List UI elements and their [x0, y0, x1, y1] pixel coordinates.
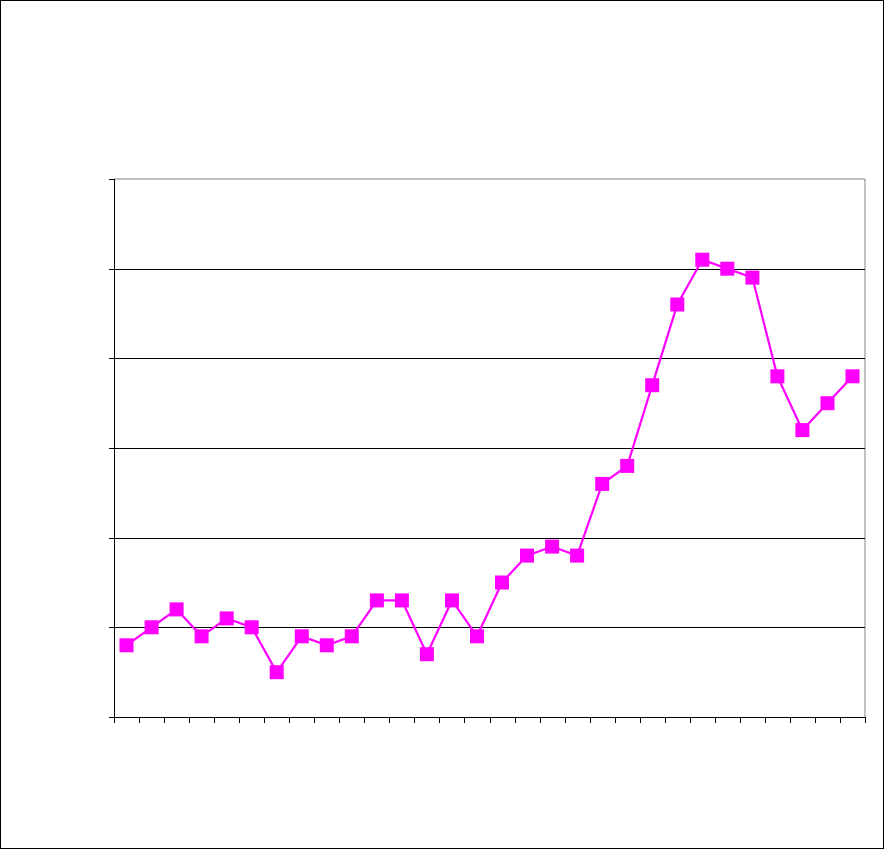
data-point-27 [770, 369, 785, 384]
data-point-30 [845, 369, 860, 384]
data-point-11 [369, 593, 384, 608]
data-point-2 [144, 620, 159, 635]
data-point-22 [645, 378, 660, 393]
data-point-16 [495, 575, 509, 590]
series-lines [125, 258, 854, 674]
data-point-18 [545, 539, 560, 554]
data-point-4 [194, 629, 209, 644]
x-axis [114, 717, 866, 723]
data-point-20 [595, 476, 610, 491]
data-point-17 [520, 548, 534, 563]
data-point-10 [344, 629, 359, 644]
data-point-19 [570, 548, 585, 563]
gridlines [114, 178, 866, 717]
data-point-3 [169, 602, 184, 617]
data-point-24 [695, 252, 710, 267]
data-point-6 [244, 620, 259, 635]
data-point-8 [294, 629, 309, 644]
data-point-14 [445, 593, 459, 608]
data-point-21 [620, 458, 635, 473]
data-point-7 [269, 665, 284, 680]
series-line-1 [125, 258, 854, 674]
data-point-26 [745, 270, 760, 285]
y-axis [109, 179, 115, 718]
series-markers [119, 252, 860, 680]
data-point-28 [795, 423, 810, 438]
data-point-1 [119, 638, 134, 653]
data-point-15 [470, 629, 484, 644]
data-point-12 [394, 593, 409, 608]
data-point-5 [219, 611, 234, 626]
data-point-23 [670, 297, 685, 312]
data-point-29 [820, 396, 835, 411]
data-point-13 [419, 647, 434, 662]
data-point-25 [720, 261, 735, 276]
data-point-9 [319, 638, 334, 653]
